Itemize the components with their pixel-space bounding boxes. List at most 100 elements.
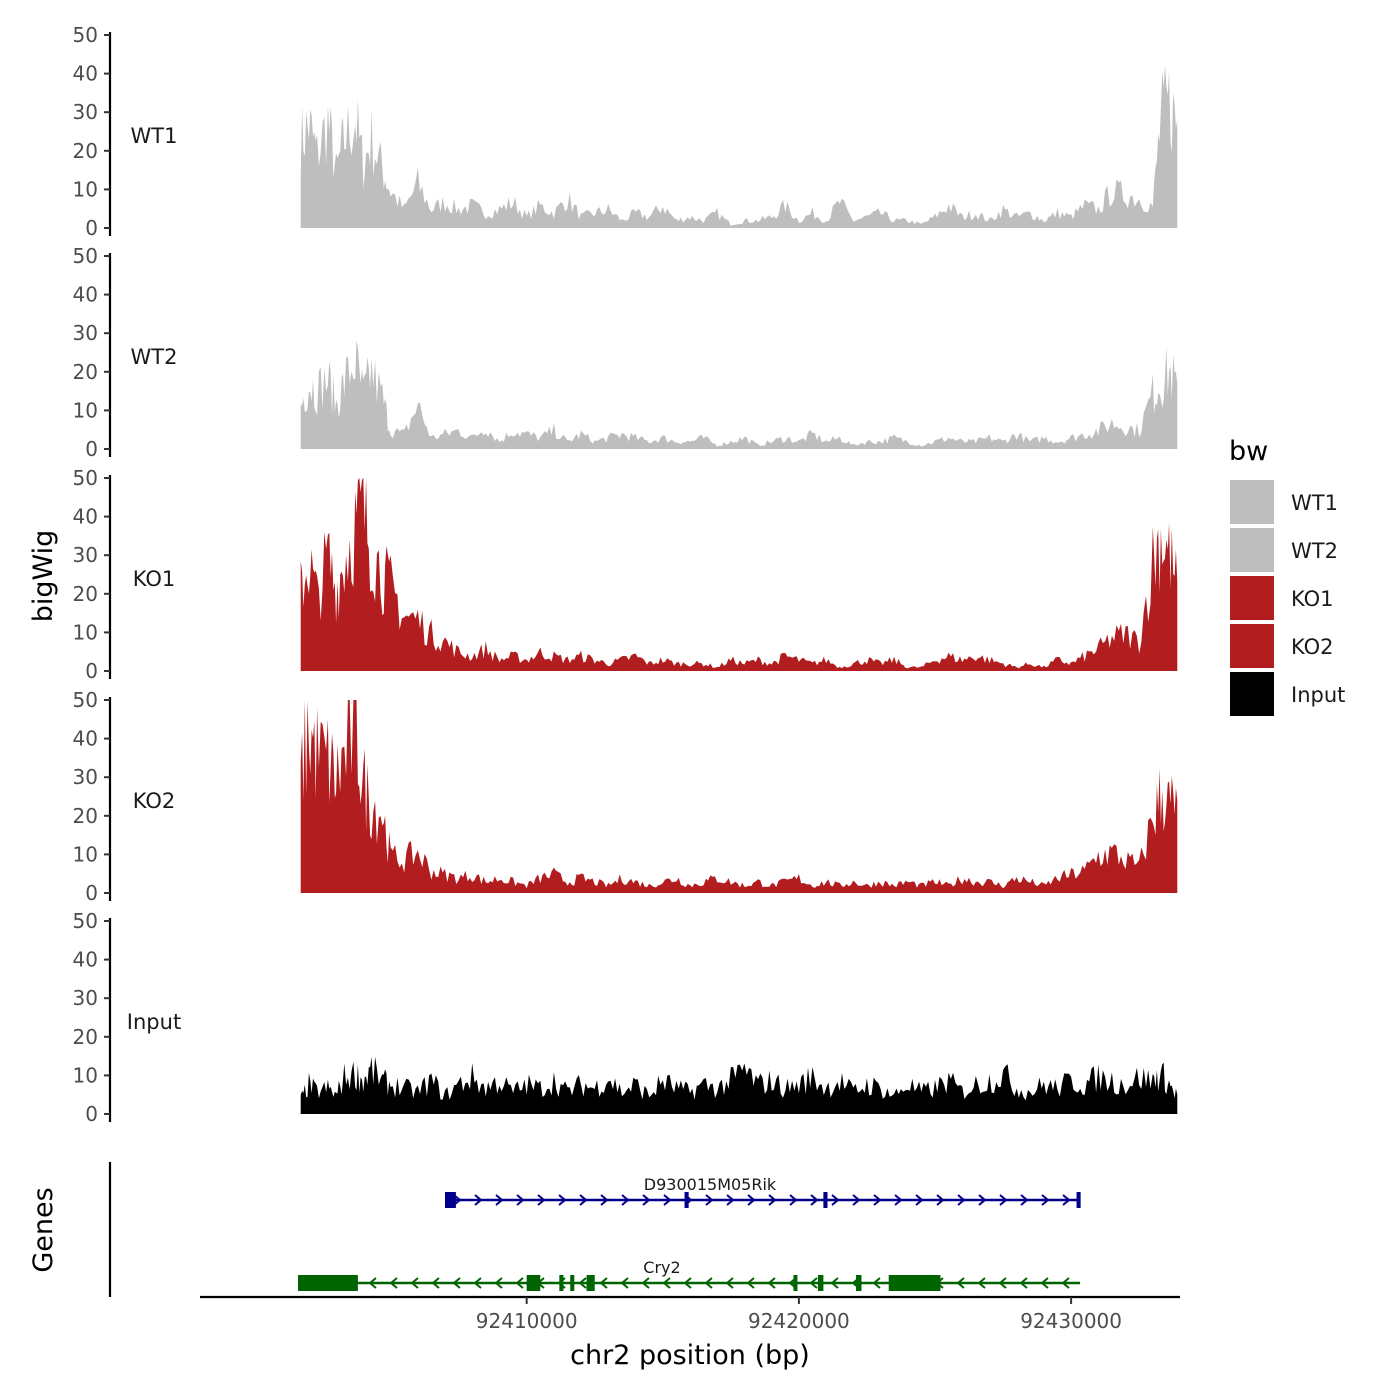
exon <box>684 1192 689 1208</box>
x-tick-label: 92410000 <box>476 1309 578 1333</box>
strand-chevron <box>789 1194 798 1206</box>
strand-chevron <box>936 1194 945 1206</box>
track-ko2 <box>300 700 1178 893</box>
axes: 0 10 20 30 40 50 WT1 0 10 20 30 40 50 WT2 0 10 20 30 40 50 K… <box>28 23 1180 1371</box>
track-input <box>300 1056 1178 1114</box>
track-label-wt1: WT1 <box>131 124 178 148</box>
y-tick-label: 30 <box>73 986 98 1010</box>
strand-chevron <box>1040 1277 1049 1289</box>
y-tick-label: 10 <box>73 1063 98 1087</box>
x-tick-label: 92420000 <box>748 1309 850 1333</box>
strand-chevron <box>368 1277 377 1289</box>
strand-chevron <box>663 1194 672 1206</box>
signal-area-wt1 <box>300 65 1178 228</box>
exon <box>586 1275 595 1291</box>
exon <box>888 1275 941 1291</box>
y-tick-label: 10 <box>73 177 98 201</box>
legend-swatch <box>1230 528 1274 572</box>
strand-chevron <box>957 1194 966 1206</box>
exon <box>559 1275 564 1291</box>
strand-chevron <box>600 1194 609 1206</box>
y-tick-label: 50 <box>73 23 98 47</box>
y-tick-label: 20 <box>73 360 98 384</box>
strand-chevron <box>915 1194 924 1206</box>
gene-d930015m05rik: D930015M05Rik <box>445 1175 1081 1208</box>
strand-chevron <box>495 1194 504 1206</box>
legend-swatch <box>1230 624 1274 668</box>
y-tick-label: 50 <box>73 466 98 490</box>
strand-chevron <box>831 1194 840 1206</box>
gene-track: D930015M05Rik Cry2 <box>298 1175 1081 1291</box>
y-tick-label: 30 <box>73 100 98 124</box>
exon <box>793 1275 798 1291</box>
strand-chevron <box>1062 1194 1071 1206</box>
strand-chevron <box>873 1194 882 1206</box>
exon <box>298 1275 358 1291</box>
strand-chevron <box>704 1277 713 1289</box>
signal-area-wt2 <box>300 340 1178 449</box>
strand-chevron <box>578 1277 587 1289</box>
track-label-input: Input <box>127 1010 181 1034</box>
strand-chevron <box>852 1194 861 1206</box>
strand-chevron <box>389 1277 398 1289</box>
y-tick-label: 30 <box>73 543 98 567</box>
y-tick-label: 30 <box>73 321 98 345</box>
strand-chevron <box>1019 1277 1028 1289</box>
signal-area-ko1 <box>300 478 1178 671</box>
signal-area-ko2 <box>300 700 1178 893</box>
gene-name-label: Cry2 <box>643 1258 680 1277</box>
strand-chevron <box>810 1194 819 1206</box>
strand-chevron <box>978 1194 987 1206</box>
strand-chevron <box>410 1277 419 1289</box>
y-tick-label: 40 <box>73 948 98 972</box>
strand-chevron <box>998 1277 1007 1289</box>
track-label-wt2: WT2 <box>131 345 178 369</box>
strand-chevron <box>474 1194 483 1206</box>
legend-swatch <box>1230 576 1274 620</box>
legend-label: KO2 <box>1291 635 1334 659</box>
exon <box>445 1192 456 1208</box>
y-tick-label: 40 <box>73 727 98 751</box>
y-tick-label: 40 <box>73 505 98 529</box>
strand-chevron <box>1020 1194 1029 1206</box>
exon <box>1076 1192 1081 1208</box>
strand-chevron <box>599 1277 608 1289</box>
track-label-ko2: KO2 <box>133 789 176 813</box>
strand-chevron <box>768 1194 777 1206</box>
strand-chevron <box>725 1277 734 1289</box>
track-wt2 <box>300 340 1178 449</box>
y-tick-label: 0 <box>85 659 98 683</box>
exon <box>856 1275 862 1291</box>
strand-chevron <box>558 1194 567 1206</box>
strand-chevron <box>494 1277 503 1289</box>
y-tick-label: 40 <box>73 62 98 86</box>
strand-chevron <box>579 1194 588 1206</box>
strand-chevron <box>473 1277 482 1289</box>
y-tick-label: 50 <box>73 688 98 712</box>
strand-chevron <box>620 1277 629 1289</box>
x-tick-label: 92430000 <box>1020 1309 1122 1333</box>
strand-chevron <box>747 1194 756 1206</box>
strand-chevron <box>809 1277 818 1289</box>
y-tick-label: 20 <box>73 804 98 828</box>
y-axis-title: bigWig <box>28 530 59 623</box>
exon <box>823 1192 828 1208</box>
track-label-ko1: KO1 <box>133 567 176 591</box>
gene-cry2: Cry2 <box>298 1258 1080 1291</box>
legend-entry-ko2: KO2 <box>1230 624 1334 668</box>
strand-chevron <box>431 1277 440 1289</box>
strand-chevron <box>726 1194 735 1206</box>
legend-entry-wt1: WT1 <box>1230 480 1338 524</box>
strand-chevron <box>642 1194 651 1206</box>
y-tick-label: 10 <box>73 398 98 422</box>
track-ko1 <box>300 478 1178 671</box>
y-tick-label: 30 <box>73 765 98 789</box>
y-tick-label: 50 <box>73 909 98 933</box>
legend: bw WT1 WT2 KO1 KO2 Input <box>1229 436 1345 716</box>
y-tick-label: 40 <box>73 283 98 307</box>
legend-swatch <box>1230 480 1274 524</box>
y-tick-label: 10 <box>73 842 98 866</box>
y-tick-label: 20 <box>73 1025 98 1049</box>
y-tick-label: 20 <box>73 139 98 163</box>
